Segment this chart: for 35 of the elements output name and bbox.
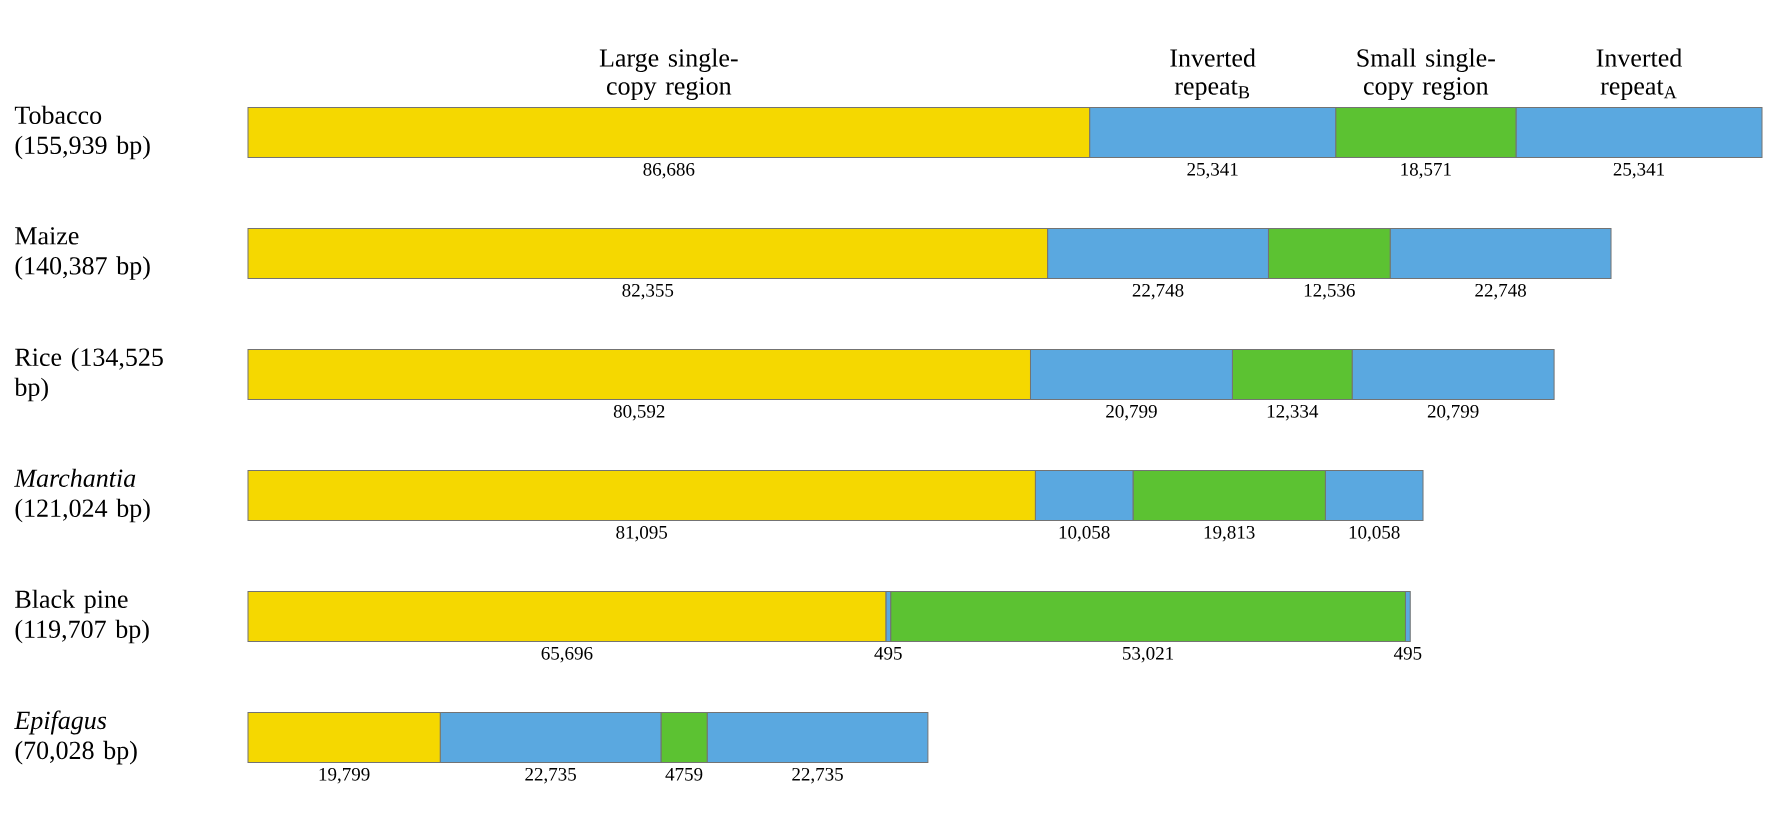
- y-tick-label: Tobacco (155,939 bp): [14, 105, 150, 160]
- data-label: 19,799: [319, 767, 370, 784]
- data-label: 4759: [665, 767, 703, 781]
- data-label: 495: [874, 646, 902, 660]
- data-label: 82,355: [622, 283, 674, 300]
- y-tick-label: Rice (134,525 bp): [14, 347, 163, 402]
- data-label: 20,799: [1427, 404, 1479, 421]
- data-label: 20,799: [1106, 404, 1157, 421]
- data-label: 18,571: [1401, 162, 1451, 179]
- data-label: 22,735: [525, 767, 576, 784]
- series-label: Inverted repeat$_{B}$: [1170, 48, 1256, 101]
- data-label: 495: [1393, 646, 1422, 660]
- y-tick-label: Maize (140,387 bp): [15, 227, 150, 280]
- data-label: 22,748: [1132, 283, 1184, 300]
- bar: [247, 591, 887, 643]
- data-label: 53,021: [1123, 646, 1174, 663]
- data-label: 86,686: [643, 162, 695, 179]
- data-label: 81,095: [616, 525, 668, 542]
- data-label: 80,592: [613, 404, 665, 421]
- series-label: Small single-copy region: [1357, 48, 1495, 101]
- data-label: 19,813: [1204, 525, 1255, 542]
- data-label: 10,058: [1059, 525, 1110, 542]
- data-label: 65,696: [541, 646, 593, 663]
- data-label: 10,058: [1349, 525, 1400, 542]
- data-label: 25,341: [1187, 162, 1238, 179]
- y-tick-label: Black pine (119,707 bp): [15, 589, 149, 644]
- series-label: Large single-copy region: [599, 48, 738, 101]
- y-tick-label: Marchantia (121,024 bp): [14, 468, 150, 523]
- data-label: 12,334: [1267, 404, 1319, 421]
- y-tick-label: Epifagus (70,028 bp): [14, 710, 137, 765]
- data-label: 25,341: [1613, 162, 1664, 179]
- series-label: Inverted repeat$_{A}$: [1596, 48, 1682, 101]
- data-label: 22,748: [1475, 283, 1526, 300]
- data-label: 22,735: [792, 767, 843, 784]
- data-label: 12,536: [1304, 283, 1355, 300]
